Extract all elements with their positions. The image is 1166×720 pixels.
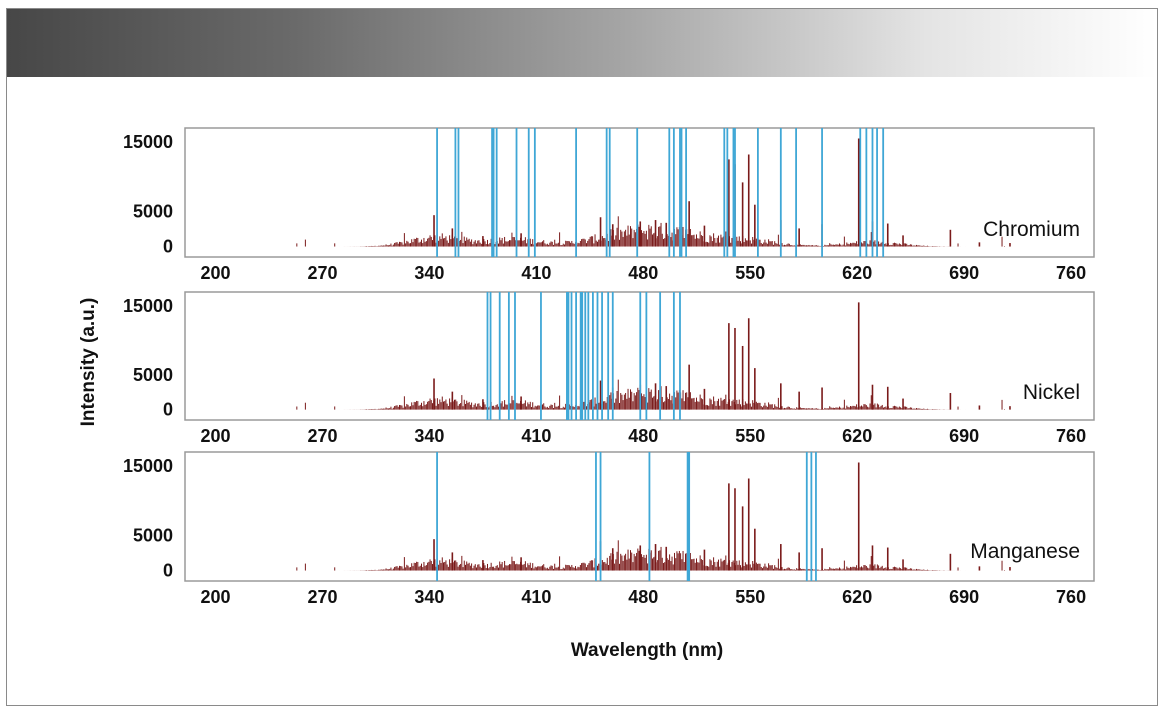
x-tick-label: 270 (307, 426, 337, 446)
x-tick-label: 340 (414, 587, 444, 607)
x-tick-label: 340 (414, 426, 444, 446)
x-tick-label: 410 (521, 587, 551, 607)
panels-group: 0 5000 15000 200 270 340 410 480 550 620 690 760 Chr… (123, 127, 1095, 607)
x-tick-label: 550 (735, 587, 765, 607)
x-tick-label: 550 (735, 426, 765, 446)
x-tick-label: 200 (201, 263, 231, 283)
x-tick-label: 760 (1056, 587, 1086, 607)
x-tick-label: 270 (307, 263, 337, 283)
x-tick-label: 690 (949, 426, 979, 446)
y-tick-label: 15000 (123, 296, 173, 316)
x-tick-label: 480 (628, 426, 658, 446)
x-tick-label: 410 (521, 426, 551, 446)
y-tick-label: 5000 (133, 365, 173, 385)
x-tick-label: 620 (842, 587, 872, 607)
y-tick-label: 15000 (123, 456, 173, 476)
x-tick-label: 200 (201, 587, 231, 607)
panel-chromium: 0 5000 15000 200 270 340 410 480 550 620 690 760 Chr… (123, 127, 1095, 283)
x-tick-label: 480 (628, 587, 658, 607)
x-axis-title: Wavelength (nm) (571, 640, 723, 661)
panel-nickel: 0 5000 15000 200 270 340 410 480 550 620 690 760 Nic… (123, 291, 1095, 446)
element-label: Chromium (983, 218, 1080, 241)
y-tick-label: 15000 (123, 132, 173, 152)
x-tick-label: 620 (842, 426, 872, 446)
element-label: Nickel (1023, 381, 1080, 404)
y-axis-title: Intensity (a.u.) (78, 298, 99, 427)
marker-lines (486, 292, 681, 420)
x-tick-label: 270 (307, 587, 337, 607)
x-tick-label: 410 (521, 263, 551, 283)
x-tick-label: 200 (201, 426, 231, 446)
element-label: Manganese (970, 540, 1080, 563)
x-tick-label: 760 (1056, 426, 1086, 446)
header-gradient-bar (7, 9, 1157, 77)
panel-manganese: 0 5000 15000 200 270 340 410 480 550 620 690 760 Man… (123, 451, 1095, 607)
x-tick-label: 760 (1056, 263, 1086, 283)
y-tick-label: 5000 (133, 202, 173, 222)
marker-lines (436, 128, 885, 257)
x-tick-label: 690 (949, 587, 979, 607)
x-tick-label: 340 (414, 263, 444, 283)
peak-lines (433, 138, 1011, 247)
y-tick-label: 0 (163, 561, 173, 581)
y-tick-label: 5000 (133, 526, 173, 546)
y-tick-label: 0 (163, 400, 173, 420)
y-tick-label: 0 (163, 237, 173, 257)
spectrum-lines (296, 540, 1005, 571)
marker-lines (436, 452, 817, 581)
x-tick-label: 620 (842, 263, 872, 283)
x-tick-label: 480 (628, 263, 658, 283)
x-tick-label: 550 (735, 263, 765, 283)
x-tick-label: 690 (949, 263, 979, 283)
peak-lines (433, 302, 1011, 410)
